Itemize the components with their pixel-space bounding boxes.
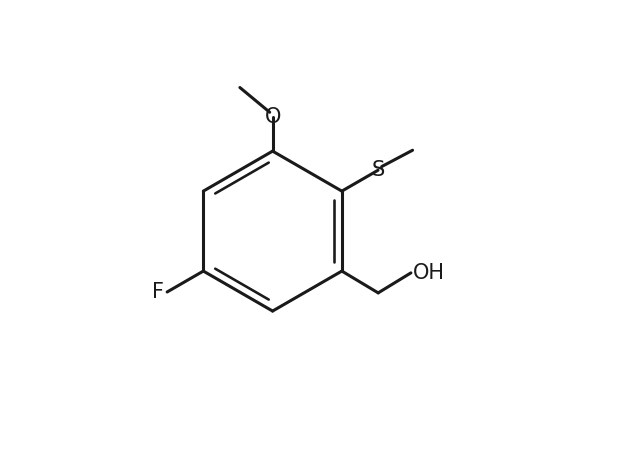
Text: OH: OH <box>413 263 445 283</box>
Text: F: F <box>152 282 164 302</box>
Text: O: O <box>265 107 281 126</box>
Text: S: S <box>371 160 384 180</box>
